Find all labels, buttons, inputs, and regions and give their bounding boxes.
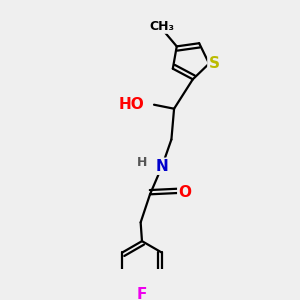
Text: HO: HO (119, 97, 145, 112)
Text: O: O (178, 185, 191, 200)
Text: H: H (137, 156, 147, 169)
Text: CH₃: CH₃ (149, 20, 175, 33)
Text: N: N (156, 159, 168, 174)
Text: F: F (137, 287, 147, 300)
Text: S: S (208, 56, 219, 71)
